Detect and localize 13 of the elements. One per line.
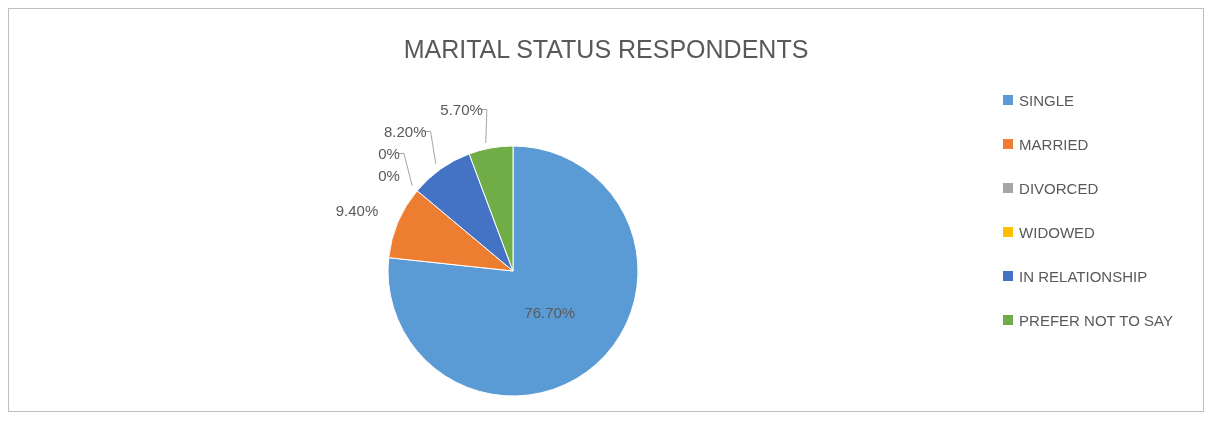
legend-label: DIVORCED [1018,179,1100,197]
legend-label: WIDOWED [1018,223,1096,241]
legend-label: IN RELATIONSHIP [1018,267,1149,285]
legend-label: PREFER NOT TO SAY [1018,311,1173,329]
legend-label: SINGLE [1018,91,1076,109]
legend-label: MARRIED [1018,135,1090,153]
text: 0% [378,144,400,162]
data-label: 9.40% [335,202,379,220]
chart-title: MARITAL STATUS RESPONDENTS [402,35,810,64]
text: 0% [378,166,400,184]
data-label: 5.70% [440,100,483,118]
data-label: 76.70% [524,303,576,321]
data-label: 8.20% [384,122,427,140]
